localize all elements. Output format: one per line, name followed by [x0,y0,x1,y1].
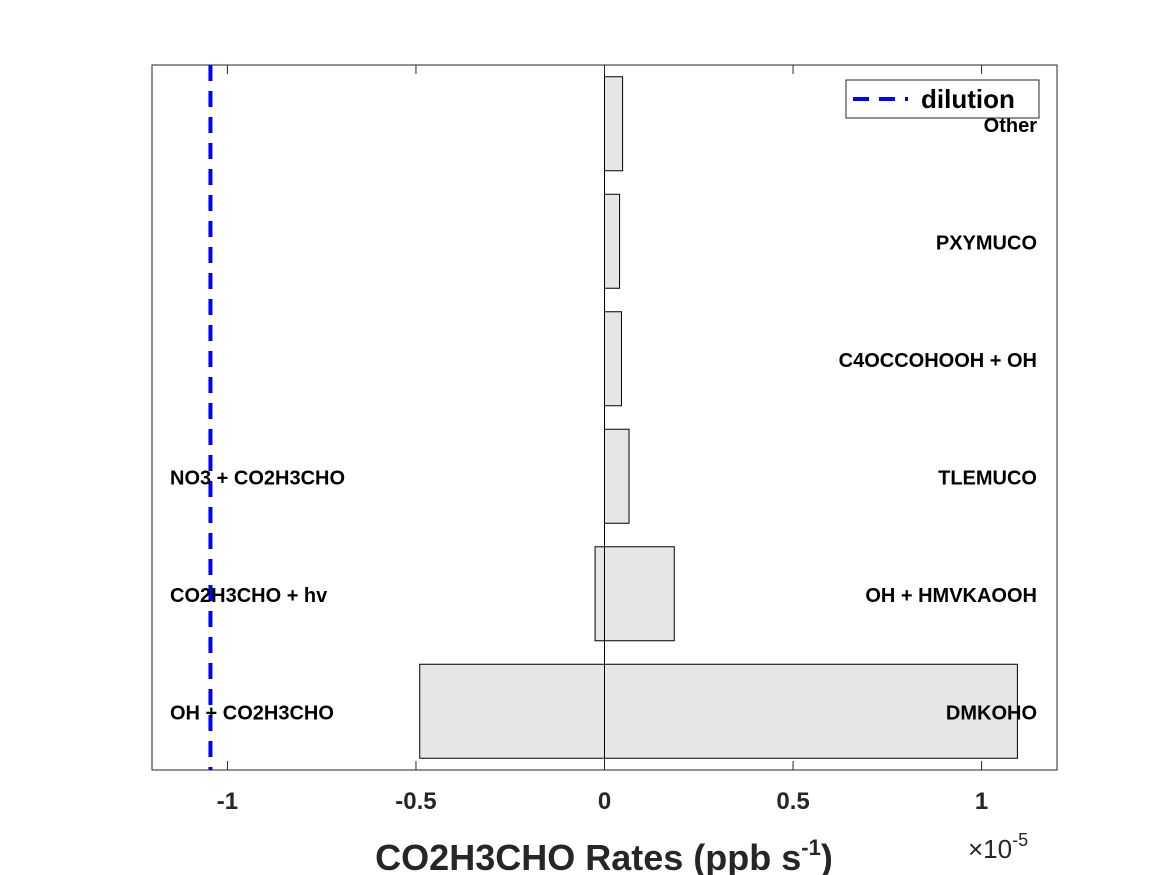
legend-dilution-label: dilution [921,84,1015,114]
bar-label-positive: C4OCCOHOOH + OH [839,350,1037,372]
x-tick-label: 1 [975,788,988,815]
bar-negative [419,663,605,759]
bar-label-negative: CO2H3CHO + hv [170,585,328,607]
bars-layer [419,76,1018,759]
bar-positive [604,546,675,642]
legend-box [845,79,1040,119]
bar-positive [604,428,630,524]
bar-labels-layer: DMKOHO OH + CO2H3CHO OH + HMVKAOOH CO2H3CHO… [170,115,1037,725]
bar-negative [594,546,606,642]
legend: dilution [845,79,1040,119]
bar-label-positive: Other [984,115,1038,137]
bar-label-positive: OH + HMVKAOOH [865,585,1037,607]
x-ticks-layer: -1 -0.5 0 0.5 1 [217,65,988,815]
bar-positive [604,76,624,172]
bar-label-positive: DMKOHO [946,702,1037,724]
bar-label-negative: OH + CO2H3CHO [170,702,334,724]
bar-positive [604,311,622,407]
x-tick-label: 0.5 [776,788,809,815]
bar-positive [604,193,621,289]
x-tick-label: -0.5 [395,788,436,815]
bar-label-negative: NO3 + CO2H3CHO [170,467,345,489]
x-axis-multiplier: ×10-5 [968,830,1028,864]
x-axis-title: CO2H3CHO Rates (ppb s-1) [375,835,833,875]
bar-label-positive: PXYMUCO [936,232,1037,254]
bar-label-positive: TLEMUCO [938,467,1037,489]
x-tick-label: 0 [598,788,611,815]
x-tick-label: -1 [217,788,238,815]
bar-positive [604,663,1018,759]
